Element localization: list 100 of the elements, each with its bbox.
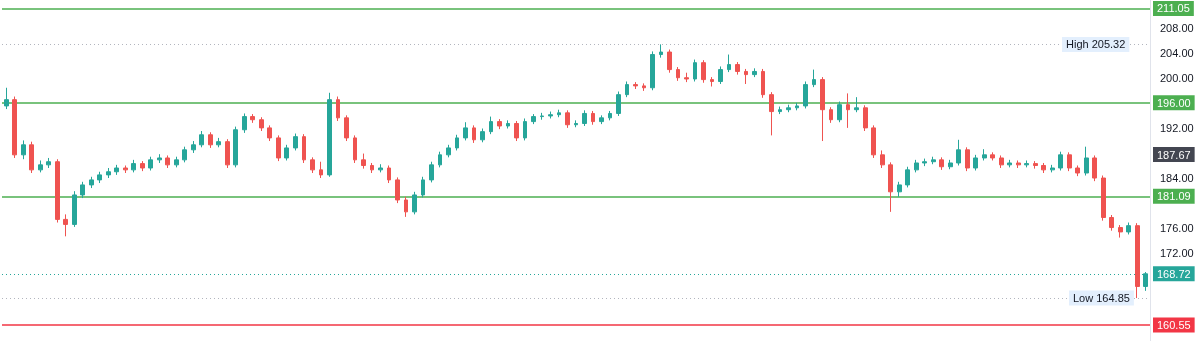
ref-line-label: High 205.32 — [1066, 38, 1126, 51]
candlestick — [455, 134, 459, 151]
candlestick — [489, 116, 493, 135]
candlestick — [914, 159, 919, 173]
candlestick — [370, 162, 374, 174]
candlestick — [480, 128, 485, 143]
candlestick — [531, 113, 536, 125]
ref-line-label: 168.72 — [1157, 267, 1191, 280]
candlestick — [1101, 175, 1106, 222]
candlestick — [361, 153, 366, 170]
candlestick — [148, 156, 153, 171]
candlestick — [999, 154, 1004, 169]
y-tick-label: 200.00 — [1160, 71, 1194, 84]
candlestick — [412, 191, 417, 215]
candlestick — [701, 59, 706, 84]
candlestick — [191, 140, 196, 154]
candlestick — [284, 144, 289, 161]
y-tick-label: 176.00 — [1160, 222, 1194, 235]
candlestick — [114, 164, 119, 176]
candlestick — [378, 163, 383, 173]
candlestick — [990, 151, 995, 161]
candlestick — [174, 156, 179, 168]
candlestick — [387, 164, 391, 184]
candlestick — [727, 54, 731, 73]
candlestick — [216, 137, 221, 148]
candlestick — [506, 119, 510, 129]
candlestick — [565, 109, 570, 129]
candlestick — [514, 120, 519, 142]
candlestick — [89, 176, 94, 189]
candlestick — [880, 149, 885, 169]
candlestick — [242, 112, 247, 134]
candlestick — [582, 109, 587, 127]
candlestick — [1007, 159, 1012, 168]
candlestick — [472, 124, 476, 144]
candlestick — [302, 133, 306, 164]
candlestick — [710, 76, 714, 87]
candlestick — [438, 151, 442, 168]
candlestick — [837, 101, 842, 123]
y-tick-label: 204.00 — [1160, 46, 1194, 59]
candlestick — [591, 110, 595, 126]
candlestick — [1126, 222, 1131, 235]
candlestick — [1050, 164, 1055, 173]
candlestick — [735, 61, 740, 76]
candlestick — [165, 154, 170, 169]
candlestick — [293, 133, 298, 151]
candlestick — [97, 171, 102, 184]
candlestick — [208, 131, 213, 149]
candlestick — [353, 134, 357, 164]
candlestick — [182, 146, 187, 163]
candlestick — [778, 106, 782, 115]
candlestick — [548, 111, 553, 119]
candlestick — [973, 154, 978, 171]
ref-line-label: 181.09 — [1157, 190, 1191, 203]
candlestick — [106, 167, 111, 179]
candlestick — [616, 91, 621, 117]
candlestick — [327, 92, 332, 178]
candlestick — [557, 109, 561, 118]
candlestick — [319, 161, 323, 179]
candlestick — [1118, 224, 1123, 239]
candlestick — [863, 104, 868, 132]
candlestick — [676, 66, 680, 82]
candlestick — [956, 139, 961, 166]
candlestick — [344, 114, 349, 142]
candlestick — [931, 156, 936, 165]
candlestick — [225, 138, 230, 169]
candlestick — [131, 159, 136, 173]
candlestick — [199, 130, 204, 148]
candlestick — [276, 134, 281, 162]
candlestick — [574, 119, 578, 128]
y-tick-label: 208.00 — [1160, 21, 1194, 34]
candlestick — [642, 82, 646, 92]
candlestick — [1135, 222, 1140, 299]
candlestick — [446, 144, 451, 158]
candlestick — [761, 68, 765, 99]
candlestick — [650, 50, 655, 91]
candlestick — [684, 72, 689, 83]
candlestick — [922, 158, 927, 167]
candlestick — [38, 159, 43, 173]
candlestick — [982, 148, 987, 161]
candlestick — [803, 80, 808, 109]
candlestick — [12, 96, 17, 159]
candlestick — [1016, 159, 1021, 169]
candlestick — [625, 80, 629, 98]
candlestick — [336, 96, 340, 122]
candlestick — [63, 213, 68, 237]
candlestick — [948, 159, 953, 170]
candlestick — [795, 102, 799, 111]
ref-line-label: 211.05 — [1157, 2, 1190, 15]
candlestick — [72, 190, 77, 228]
candlestick — [140, 160, 145, 172]
candlestick — [259, 116, 264, 132]
candlestick — [1109, 214, 1114, 232]
candlestick — [233, 126, 238, 168]
candlestick — [250, 113, 255, 124]
candlestick — [463, 121, 468, 141]
candlestick — [820, 76, 825, 142]
candlestick — [523, 117, 527, 141]
candlestick — [1058, 151, 1063, 171]
candlestick — [1075, 164, 1080, 177]
candlestick — [752, 67, 757, 78]
